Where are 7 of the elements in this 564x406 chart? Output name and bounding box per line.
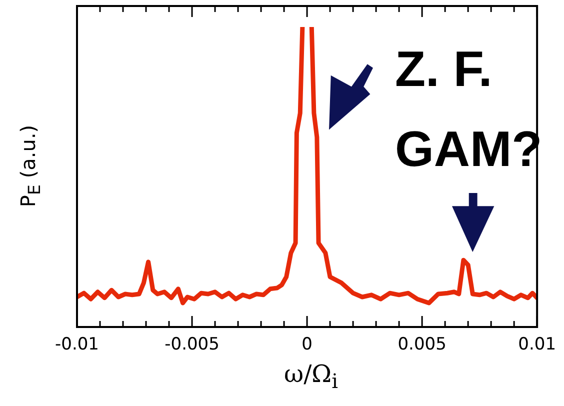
x-tick-label: 0.005 xyxy=(398,334,446,355)
x-tick-label: -0.01 xyxy=(55,334,99,355)
annotation: Z. F. xyxy=(395,40,492,98)
x-tick-label: 0 xyxy=(302,334,312,355)
x-tick-label: 0.01 xyxy=(518,334,556,355)
x-tick-label: -0.005 xyxy=(164,334,220,355)
x-axis-title: ω/Ω$_{i}$ xyxy=(284,360,338,393)
